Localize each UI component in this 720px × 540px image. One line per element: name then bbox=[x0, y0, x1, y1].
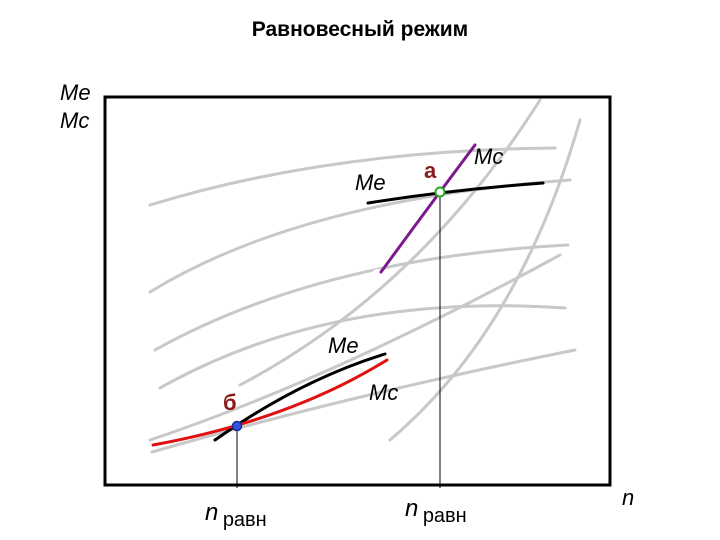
bg-curve-1 bbox=[148, 146, 557, 207]
bg-curve-7 bbox=[388, 118, 582, 442]
plot-frame bbox=[103, 95, 612, 487]
x-axis-label: n bbox=[622, 485, 634, 510]
gap-mark bbox=[471, 126, 485, 140]
label-me-lower: Me bbox=[328, 333, 359, 358]
n-equilibrium-label-upper: n равн bbox=[405, 495, 467, 527]
equilibrium-point-b bbox=[231, 420, 243, 432]
label-mc-upper: Mc bbox=[474, 144, 503, 169]
n-equilibrium-label-lower: n равн bbox=[205, 499, 267, 531]
n-subscript: равн bbox=[223, 509, 267, 531]
label-point-b: б bbox=[223, 390, 237, 415]
bg-curve-5 bbox=[150, 348, 577, 454]
bg-curve-8 bbox=[148, 253, 562, 442]
n-symbol: n bbox=[405, 495, 418, 522]
gap-mark bbox=[382, 345, 396, 359]
n-subscript: равн bbox=[423, 505, 467, 527]
n-symbol: n bbox=[205, 499, 218, 526]
y-axis-label-me: Me bbox=[60, 80, 91, 105]
mc-curve-upper bbox=[379, 143, 477, 274]
curve-gaps bbox=[357, 126, 485, 359]
me-curve-upper bbox=[366, 181, 545, 205]
label-me-upper: Me bbox=[355, 170, 386, 195]
y-axis-label-mc: Mc bbox=[60, 108, 89, 133]
equilibrium-point-a bbox=[434, 186, 446, 198]
label-mc-lower: Mc bbox=[369, 380, 398, 405]
page-title: Равновесный режим bbox=[251, 18, 469, 41]
label-point-a: а bbox=[424, 158, 437, 183]
mc-curve-lower bbox=[151, 358, 389, 447]
bg-curve-3 bbox=[153, 243, 570, 352]
bg-curve-6 bbox=[238, 98, 542, 387]
background-curves bbox=[148, 98, 582, 454]
